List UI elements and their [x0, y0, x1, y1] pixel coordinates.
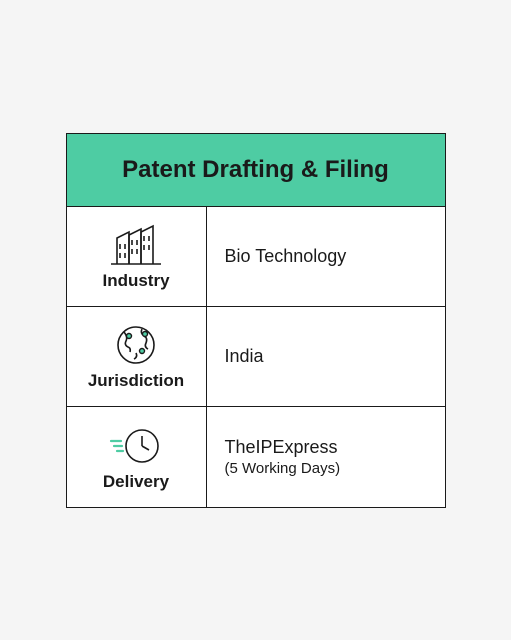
label-industry: Industry	[102, 271, 169, 291]
clock-icon	[108, 424, 164, 468]
value-delivery: TheIPExpress	[225, 437, 427, 458]
label-cell-industry: Industry	[67, 207, 207, 306]
table-row: Jurisdiction India	[67, 307, 445, 407]
table-row: Industry Bio Technology	[67, 207, 445, 307]
label-cell-delivery: Delivery	[67, 407, 207, 507]
label-delivery: Delivery	[103, 472, 169, 492]
value-delivery-sub: (5 Working Days)	[225, 460, 427, 477]
card-header: Patent Drafting & Filing	[67, 134, 445, 207]
buildings-icon	[107, 223, 165, 267]
table-row: Delivery TheIPExpress (5 Working Days)	[67, 407, 445, 507]
label-cell-jurisdiction: Jurisdiction	[67, 307, 207, 406]
value-cell-jurisdiction: India	[207, 307, 445, 406]
card-title: Patent Drafting & Filing	[77, 156, 435, 184]
globe-icon	[114, 323, 158, 367]
value-cell-delivery: TheIPExpress (5 Working Days)	[207, 407, 445, 507]
label-jurisdiction: Jurisdiction	[88, 371, 184, 391]
value-cell-industry: Bio Technology	[207, 207, 445, 306]
value-industry: Bio Technology	[225, 246, 427, 267]
info-card: Patent Drafting & Filing	[66, 133, 446, 508]
value-jurisdiction: India	[225, 346, 427, 367]
